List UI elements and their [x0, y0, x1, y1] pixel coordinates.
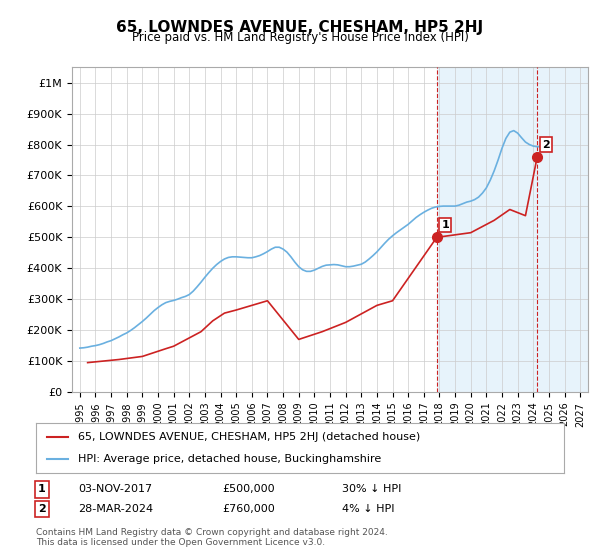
Text: HPI: Average price, detached house, Buckinghamshire: HPI: Average price, detached house, Buck… [78, 454, 382, 464]
Text: 2: 2 [542, 139, 550, 150]
Text: 65, LOWNDES AVENUE, CHESHAM, HP5 2HJ (detached house): 65, LOWNDES AVENUE, CHESHAM, HP5 2HJ (de… [78, 432, 421, 442]
Text: 28-MAR-2024: 28-MAR-2024 [78, 504, 153, 514]
Text: 1: 1 [442, 220, 449, 230]
Text: 2: 2 [38, 504, 46, 514]
Text: 1: 1 [38, 484, 46, 494]
Bar [437, 67, 588, 392]
Text: 30% ↓ HPI: 30% ↓ HPI [342, 484, 401, 494]
Text: Price paid vs. HM Land Registry's House Price Index (HPI): Price paid vs. HM Land Registry's House … [131, 31, 469, 44]
Text: 4% ↓ HPI: 4% ↓ HPI [342, 504, 395, 514]
Text: 65, LOWNDES AVENUE, CHESHAM, HP5 2HJ: 65, LOWNDES AVENUE, CHESHAM, HP5 2HJ [116, 20, 484, 35]
Text: £760,000: £760,000 [222, 504, 275, 514]
Text: 03-NOV-2017: 03-NOV-2017 [78, 484, 152, 494]
Text: Contains HM Land Registry data © Crown copyright and database right 2024.
This d: Contains HM Land Registry data © Crown c… [36, 528, 388, 547]
Text: £500,000: £500,000 [222, 484, 275, 494]
